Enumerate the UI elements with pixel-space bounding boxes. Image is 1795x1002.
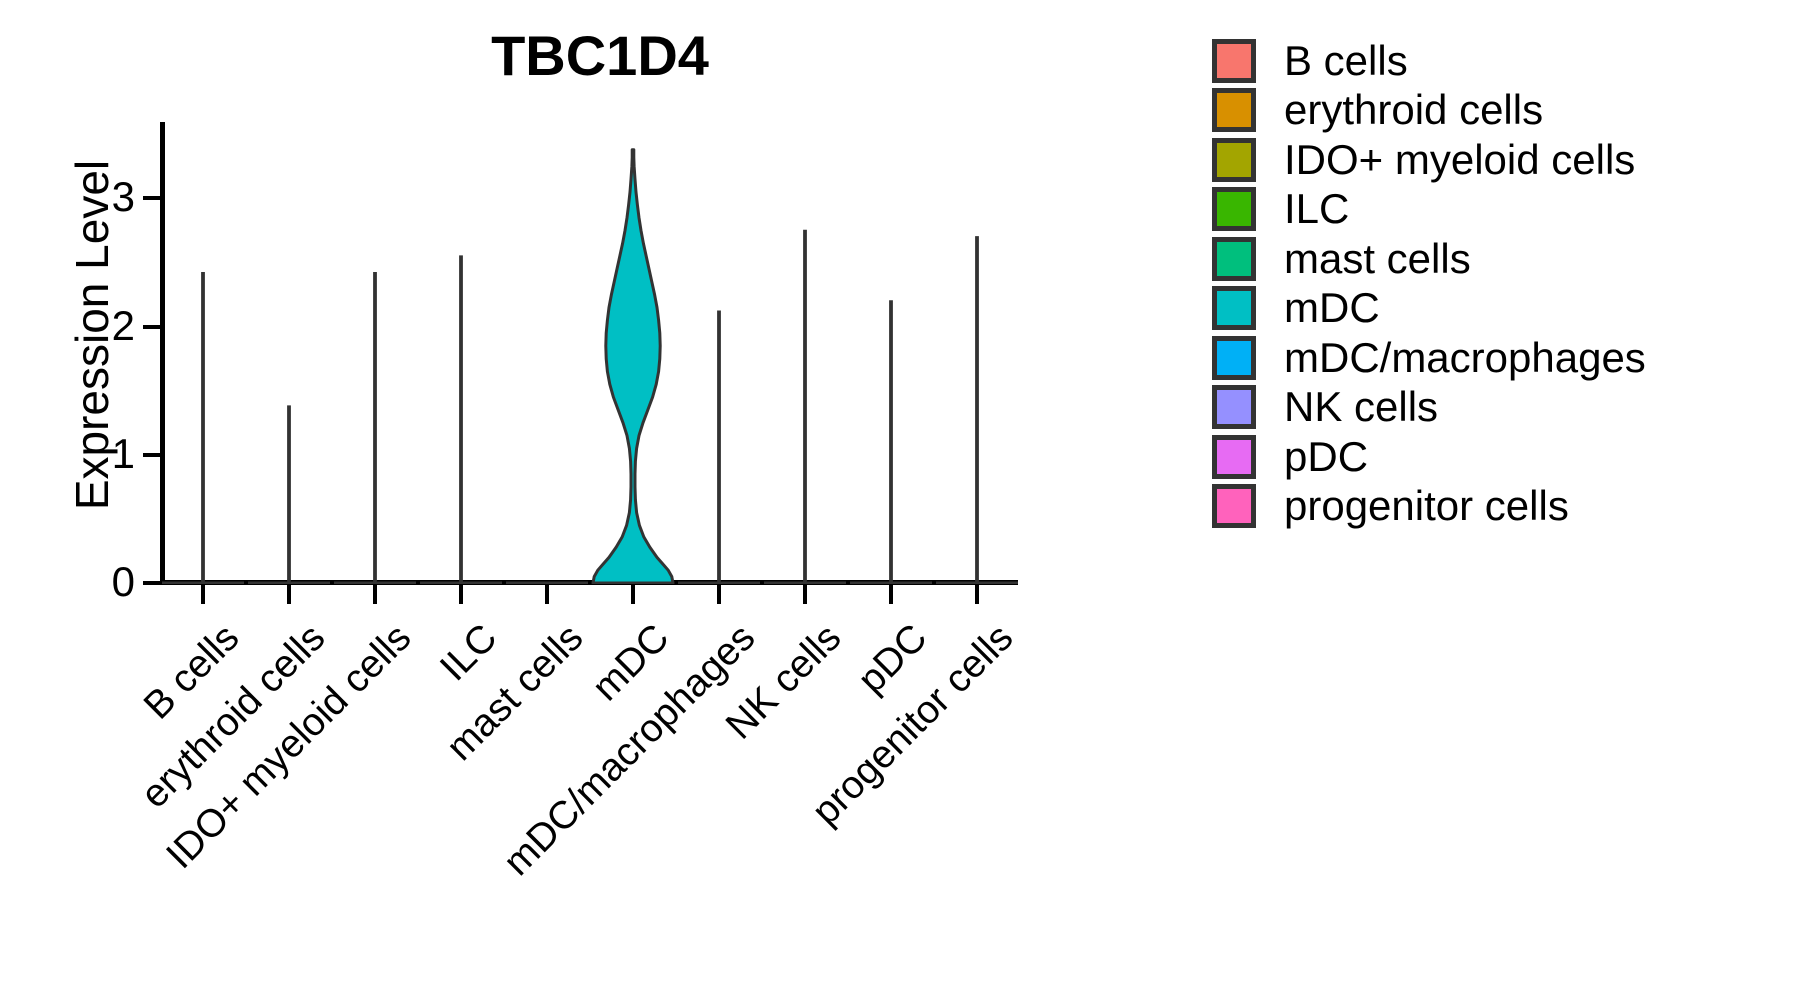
legend-label: mDC/macrophages: [1284, 333, 1646, 381]
x-tick-4: [545, 585, 549, 604]
violin-b-cells[interactable]: [162, 272, 244, 584]
violin-pdc[interactable]: [850, 300, 932, 584]
legend-item-erythroid-cells[interactable]: erythroid cells: [1212, 86, 1646, 136]
legend: B cells erythroid cells IDO+ myeloid cells…: [1212, 36, 1646, 531]
legend-item-mast-cells[interactable]: mast cells: [1212, 234, 1646, 284]
legend-label: ILC: [1284, 185, 1350, 233]
x-tick-6: [717, 585, 721, 604]
x-tick-2: [373, 585, 377, 604]
legend-item-nk-cells[interactable]: NK cells: [1212, 383, 1646, 433]
x-tick-3: [459, 585, 463, 604]
violin-shape[interactable]: [975, 236, 979, 584]
legend-swatch-icon: [1212, 385, 1256, 430]
y-tick-1: [143, 452, 161, 457]
y-tick-label-3: 3: [111, 173, 135, 221]
violin-mdc-macrophages[interactable]: [678, 310, 760, 584]
violin-erythroid-cells[interactable]: [248, 405, 330, 584]
legend-label: mDC: [1284, 284, 1380, 332]
violin-ido-myeloid-cells[interactable]: [334, 272, 416, 584]
legend-label: NK cells: [1284, 383, 1439, 431]
x-tick-1: [287, 585, 291, 604]
x-tick-5: [631, 585, 635, 604]
legend-label: B cells: [1284, 36, 1408, 84]
legend-swatch-icon: [1212, 38, 1256, 83]
violin-plot-canvas: [162, 148, 1018, 584]
legend-swatch-icon: [1212, 335, 1256, 380]
violin-shape[interactable]: [459, 255, 463, 584]
legend-label: progenitor cells: [1284, 482, 1569, 530]
violin-shape[interactable]: [287, 405, 291, 584]
legend-item-mdc[interactable]: mDC: [1212, 284, 1646, 334]
legend-item-b-cells[interactable]: B cells: [1212, 36, 1646, 86]
legend-swatch-icon: [1212, 286, 1256, 331]
y-tick-label-1: 1: [111, 429, 135, 477]
legend-label: pDC: [1284, 432, 1369, 480]
violin-mdc[interactable]: [591, 148, 675, 584]
violin-shape[interactable]: [889, 300, 893, 584]
legend-swatch-icon: [1212, 434, 1256, 479]
legend-item-pdc[interactable]: pDC: [1212, 432, 1646, 482]
legend-item-ido-myeloid-cells[interactable]: IDO+ myeloid cells: [1212, 135, 1646, 185]
violin-nk-cells[interactable]: [764, 229, 846, 584]
violin-shape[interactable]: [803, 229, 807, 584]
legend-swatch-icon: [1212, 137, 1256, 182]
violin-shape[interactable]: [373, 272, 377, 584]
y-tick-label-0: 0: [111, 558, 135, 605]
violin-shape[interactable]: [591, 148, 675, 584]
x-tick-8: [889, 585, 893, 604]
y-tick-3: [143, 196, 161, 201]
y-tick-label-2: 2: [111, 301, 135, 349]
page-title: TBC1D4: [491, 24, 709, 87]
x-tick-9: [975, 585, 979, 604]
legend-swatch-icon: [1212, 187, 1256, 232]
legend-label: erythroid cells: [1284, 86, 1544, 134]
x-axis-line: [160, 580, 1018, 585]
violin-ilc[interactable]: [420, 255, 502, 584]
legend-item-mdc-macrophages[interactable]: mDC/macrophages: [1212, 333, 1646, 383]
legend-swatch-icon: [1212, 236, 1256, 281]
legend-label: mast cells: [1284, 234, 1471, 282]
violin-progenitor-cells[interactable]: [936, 236, 1018, 584]
legend-swatch-icon: [1212, 88, 1256, 133]
violin-shape[interactable]: [201, 272, 205, 584]
violin-shape[interactable]: [717, 310, 721, 584]
legend-item-progenitor-cells[interactable]: progenitor cells: [1212, 482, 1646, 532]
x-tick-7: [803, 585, 807, 604]
y-axis-line: [160, 122, 165, 584]
legend-swatch-icon: [1212, 484, 1256, 529]
y-tick-0: [143, 581, 161, 585]
x-tick-0: [201, 585, 205, 604]
y-tick-2: [143, 324, 161, 329]
legend-label: IDO+ myeloid cells: [1284, 135, 1636, 183]
legend-item-ilc[interactable]: ILC: [1212, 185, 1646, 235]
